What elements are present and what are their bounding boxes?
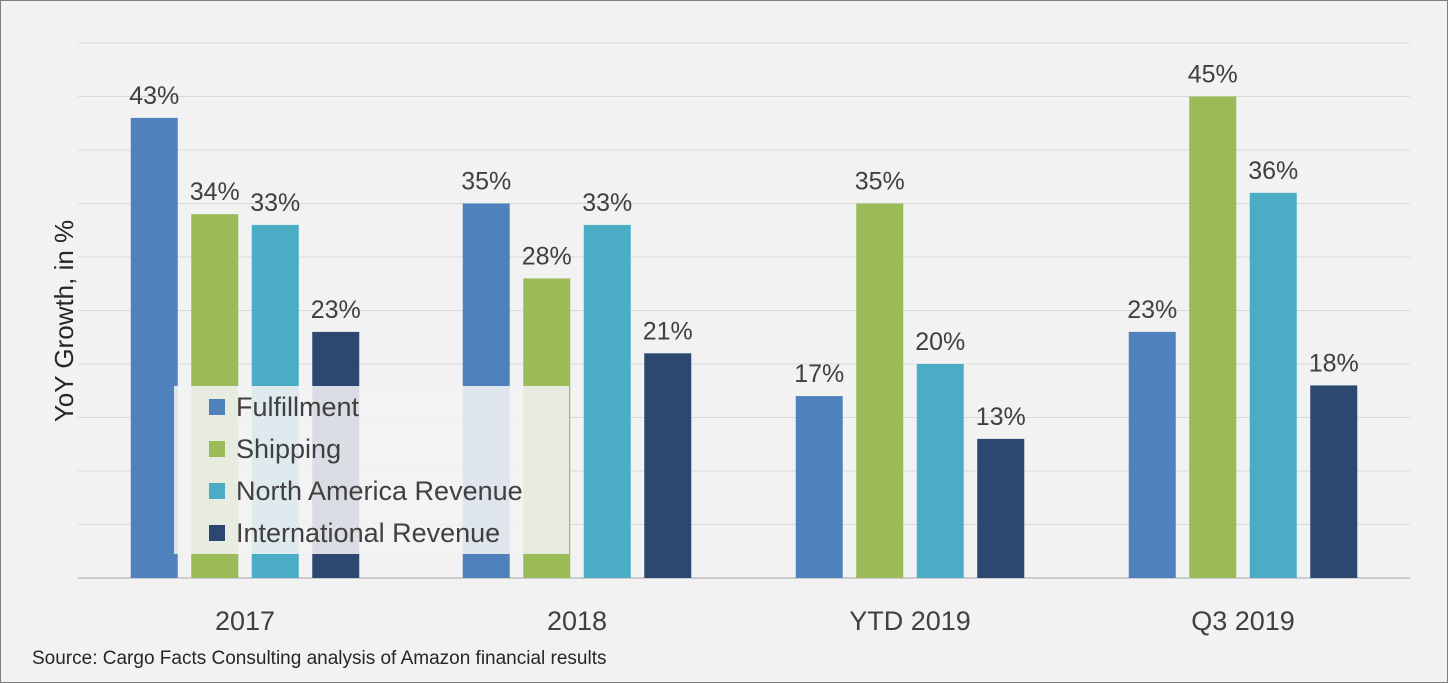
bar-north-america-revenue-2018 [583, 224, 631, 578]
data-label-shipping-q3-2019: 45% [1188, 61, 1238, 89]
bar-international-revenue-2018 [644, 353, 692, 578]
legend-swatch-international-revenue [209, 525, 225, 541]
bar-international-revenue-ytd-2019 [977, 438, 1025, 578]
bar-fulfillment-ytd-2019 [795, 396, 843, 578]
legend-swatch-shipping [209, 441, 225, 457]
legend-label-fulfillment: Fulfillment [236, 391, 360, 422]
legend-item-north-america-revenue: North America Revenue [209, 476, 523, 506]
legend-label-shipping: Shipping [236, 433, 342, 464]
bar-shipping-ytd-2019 [856, 203, 904, 578]
bar-international-revenue-q3-2019 [1310, 385, 1358, 578]
data-label-international-revenue-ytd-2019: 13% [976, 403, 1026, 431]
bar-north-america-revenue-ytd-2019 [916, 364, 964, 578]
data-label-north-america-revenue-2017: 33% [250, 189, 300, 217]
data-label-fulfillment-2018: 35% [461, 168, 511, 196]
data-label-international-revenue-2017: 23% [311, 296, 361, 324]
x-tick-q3-2019: Q3 2019 [1191, 606, 1295, 636]
bar-fulfillment-2017 [130, 117, 178, 579]
data-label-fulfillment-ytd-2019: 17% [794, 360, 844, 388]
source-note: Source: Cargo Facts Consulting analysis … [32, 648, 607, 669]
legend-label-north-america-revenue: North America Revenue [236, 475, 523, 506]
legend-swatch-fulfillment [209, 399, 225, 415]
bar-shipping-q3-2019 [1189, 96, 1237, 578]
data-label-north-america-revenue-ytd-2019: 20% [915, 328, 965, 356]
legend: Fulfillment Shipping North America Reven… [174, 386, 569, 554]
bar-north-america-revenue-q3-2019 [1249, 192, 1297, 579]
data-labels: 43% 34% 33% 23% 35% 28% 33% 21% 17% 35% 20% 13% 23% 4… [129, 61, 1359, 431]
y-axis-label: YoY Growth, in % [49, 220, 79, 422]
legend-swatch-north-america-revenue [209, 483, 225, 499]
x-tick-2017: 2017 [215, 606, 275, 636]
legend-item-shipping: Shipping [209, 434, 341, 464]
data-label-north-america-revenue-q3-2019: 36% [1248, 157, 1298, 185]
data-label-fulfillment-q3-2019: 23% [1127, 296, 1177, 324]
data-label-shipping-2018: 28% [522, 242, 572, 270]
data-label-fulfillment-2017: 43% [129, 82, 179, 110]
data-label-international-revenue-q3-2019: 18% [1309, 349, 1359, 377]
legend-item-fulfillment: Fulfillment [209, 392, 359, 422]
x-tick-2018: 2018 [547, 606, 607, 636]
x-tick-labels: 2017 2018 YTD 2019 Q3 2019 [215, 606, 1295, 636]
x-tick-ytd-2019: YTD 2019 [849, 606, 971, 636]
legend-item-international-revenue: International Revenue [209, 518, 500, 548]
data-label-shipping-ytd-2019: 35% [855, 168, 905, 196]
data-label-north-america-revenue-2018: 33% [582, 189, 632, 217]
data-label-shipping-2017: 34% [190, 178, 240, 206]
data-label-international-revenue-2018: 21% [643, 317, 693, 345]
legend-label-international-revenue: International Revenue [236, 517, 501, 548]
bar-fulfillment-q3-2019 [1128, 331, 1176, 578]
